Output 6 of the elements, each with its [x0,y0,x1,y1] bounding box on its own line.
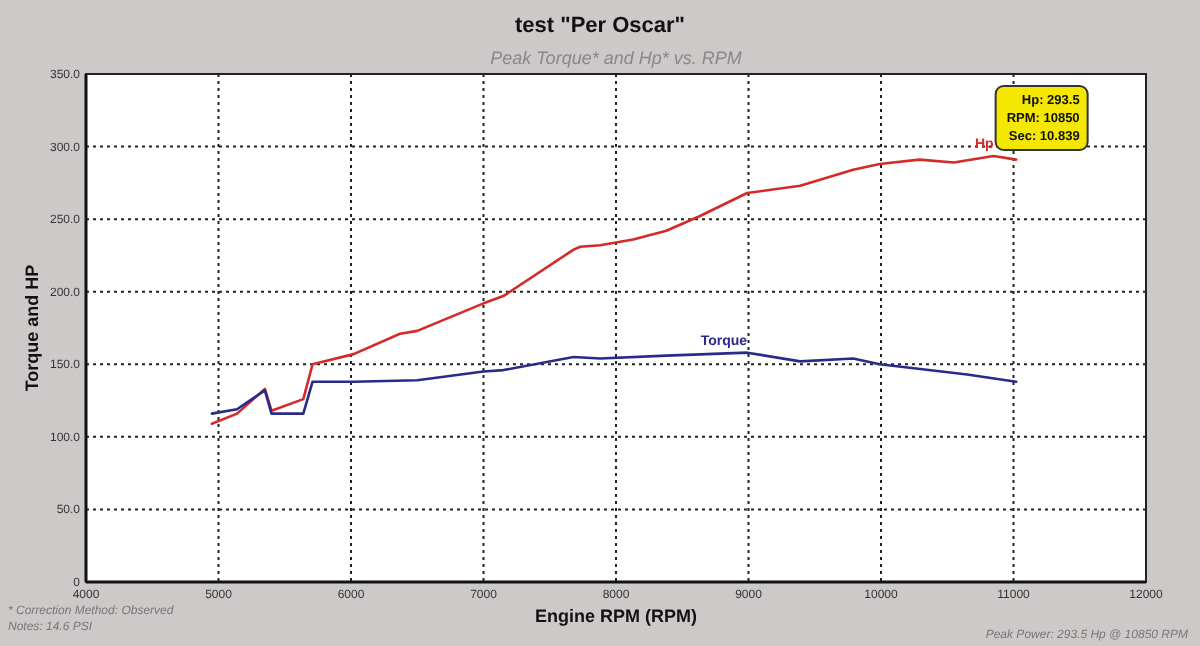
chart-title: test "Per Oscar" [514,14,686,38]
chart-subtitle: Peak Torque* and Hp* vs. RPM [490,48,743,68]
x-axis-title: Engine RPM (RPM) [535,606,697,626]
line-series [210,154,1018,426]
line-series [210,351,1018,415]
y-axis-title: Torque and HP [22,264,42,392]
